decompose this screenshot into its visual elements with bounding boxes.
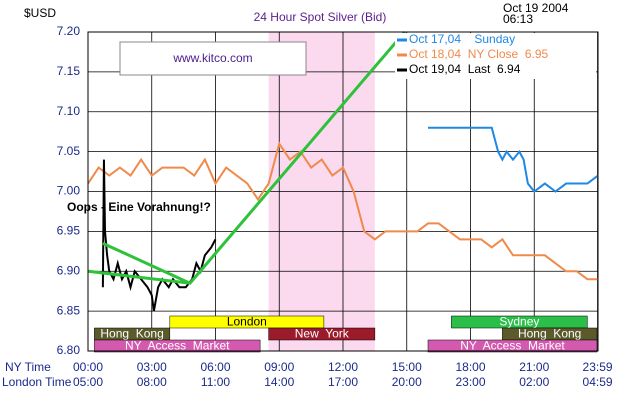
timestamp-date: Oct 19 2004 xyxy=(503,1,569,15)
x-tick-label: 06:00 xyxy=(200,360,230,374)
y-tick-label: 7.00 xyxy=(57,184,81,198)
x-tick-label-london: 04:59 xyxy=(583,375,613,389)
x-tick-label: 12:00 xyxy=(328,360,358,374)
legend-label: Oct 17,04 Sunday xyxy=(409,32,515,46)
x-tick-label: 21:00 xyxy=(519,360,549,374)
x-tick-label-london: 17:00 xyxy=(328,375,358,389)
legend-box xyxy=(395,33,596,79)
annotation-text: Oops - Eine Vorahnung!? xyxy=(67,200,211,214)
x-row-label: London Time xyxy=(2,375,72,389)
legend-label: Oct 19,04 Last 6.94 xyxy=(409,62,521,76)
series-line xyxy=(428,126,599,193)
y-unit: $USD xyxy=(24,6,56,20)
x-tick-label: 23:59 xyxy=(583,360,613,374)
session-label: Sydney xyxy=(499,315,539,329)
x-tick-label-london: 11:00 xyxy=(201,375,230,389)
session-bar xyxy=(169,315,325,329)
session-label: New York xyxy=(295,327,350,341)
x-tick-label-london: 05:00 xyxy=(73,375,103,389)
x-tick-label-london: 08:00 xyxy=(137,375,167,389)
x-tick-label: 03:00 xyxy=(137,360,167,374)
watermark-box xyxy=(119,41,307,76)
y-tick-label: 7.15 xyxy=(57,64,81,78)
y-tick-label: 7.05 xyxy=(57,144,81,158)
watermark: www.kitco.com xyxy=(172,51,252,65)
x-tick-label: 09:00 xyxy=(264,360,294,374)
x-tick-label: 00:00 xyxy=(73,360,103,374)
x-tick-label-london: 02:00 xyxy=(519,375,549,389)
session-bar xyxy=(427,339,598,353)
x-tick-label-london: 14:00 xyxy=(264,375,294,389)
y-tick-label: 6.90 xyxy=(57,263,81,277)
y-tick-label: 7.10 xyxy=(57,104,81,118)
y-tick-label: 7.20 xyxy=(57,24,81,38)
series-line xyxy=(87,141,598,281)
session-label: NY Access Market xyxy=(125,339,230,353)
y-tick-label: 6.95 xyxy=(57,224,81,238)
series-line xyxy=(101,159,217,312)
x-tick-label-london: 20:00 xyxy=(392,375,422,389)
chart-title: 24 Hour Spot Silver (Bid) xyxy=(254,10,387,24)
plot-border xyxy=(87,31,599,352)
session-bar xyxy=(94,339,261,353)
session-bar xyxy=(268,327,376,341)
x-tick-label: 15:00 xyxy=(392,360,422,374)
session-label: NY Access Market xyxy=(460,339,565,353)
annotation-line xyxy=(102,241,191,285)
x-tick-label: 18:00 xyxy=(455,360,485,374)
legend-label: Oct 18,04 NY Close 6.95 xyxy=(409,47,549,61)
y-tick-label: 6.85 xyxy=(57,303,81,317)
x-tick-label-london: 23:00 xyxy=(455,375,485,389)
session-label: Hong Kong xyxy=(100,327,163,341)
x-row-label: NY Time xyxy=(5,360,51,374)
session-label: London xyxy=(227,315,267,329)
y-tick-label: 6.80 xyxy=(57,343,81,357)
timestamp-time: 06:13 xyxy=(503,12,533,26)
session-label: Hong Kong xyxy=(518,327,581,341)
